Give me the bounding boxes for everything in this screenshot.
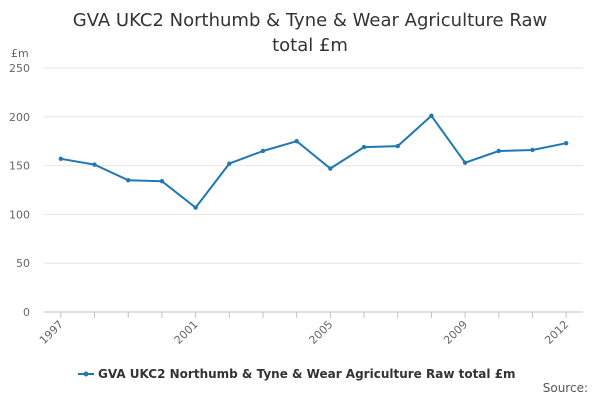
data-point	[294, 139, 299, 144]
data-point	[328, 166, 333, 171]
series-line	[60, 114, 567, 209]
x-tick-label: 2001	[172, 318, 201, 347]
data-point	[361, 144, 367, 150]
x-tick-label: 2009	[441, 318, 470, 347]
data-point	[260, 148, 266, 154]
data-point	[92, 162, 97, 167]
data-point	[429, 113, 434, 119]
y-tick-label: 0	[23, 306, 30, 319]
data-point	[496, 148, 501, 154]
data-point	[395, 143, 400, 149]
data-point	[462, 160, 468, 165]
y-axis-unit-label: £m	[11, 47, 29, 60]
data-point	[530, 147, 535, 153]
data-point	[227, 161, 232, 166]
y-tick-label: 200	[9, 111, 30, 124]
data-point	[193, 205, 198, 210]
legend-swatch-marker	[83, 371, 89, 377]
y-tick-label: 150	[9, 160, 30, 173]
data-point	[159, 179, 165, 184]
x-tick-label: 1997	[37, 318, 66, 347]
data-point	[58, 156, 64, 161]
chart-title: GVA UKC2 Northumb & Tyne & Wear Agricult…	[72, 10, 548, 56]
y-tick-label: 250	[9, 62, 30, 75]
x-tick-label: 2012	[542, 318, 571, 347]
legend-label: GVA UKC2 Northumb & Tyne & Wear Agricult…	[98, 367, 516, 381]
y-tick-label: 100	[9, 208, 30, 221]
source-label: Source:	[542, 381, 588, 395]
data-point	[126, 178, 131, 183]
y-tick-label: 50	[16, 257, 30, 270]
data-point	[563, 140, 569, 146]
x-tick-label: 2005	[306, 318, 335, 347]
